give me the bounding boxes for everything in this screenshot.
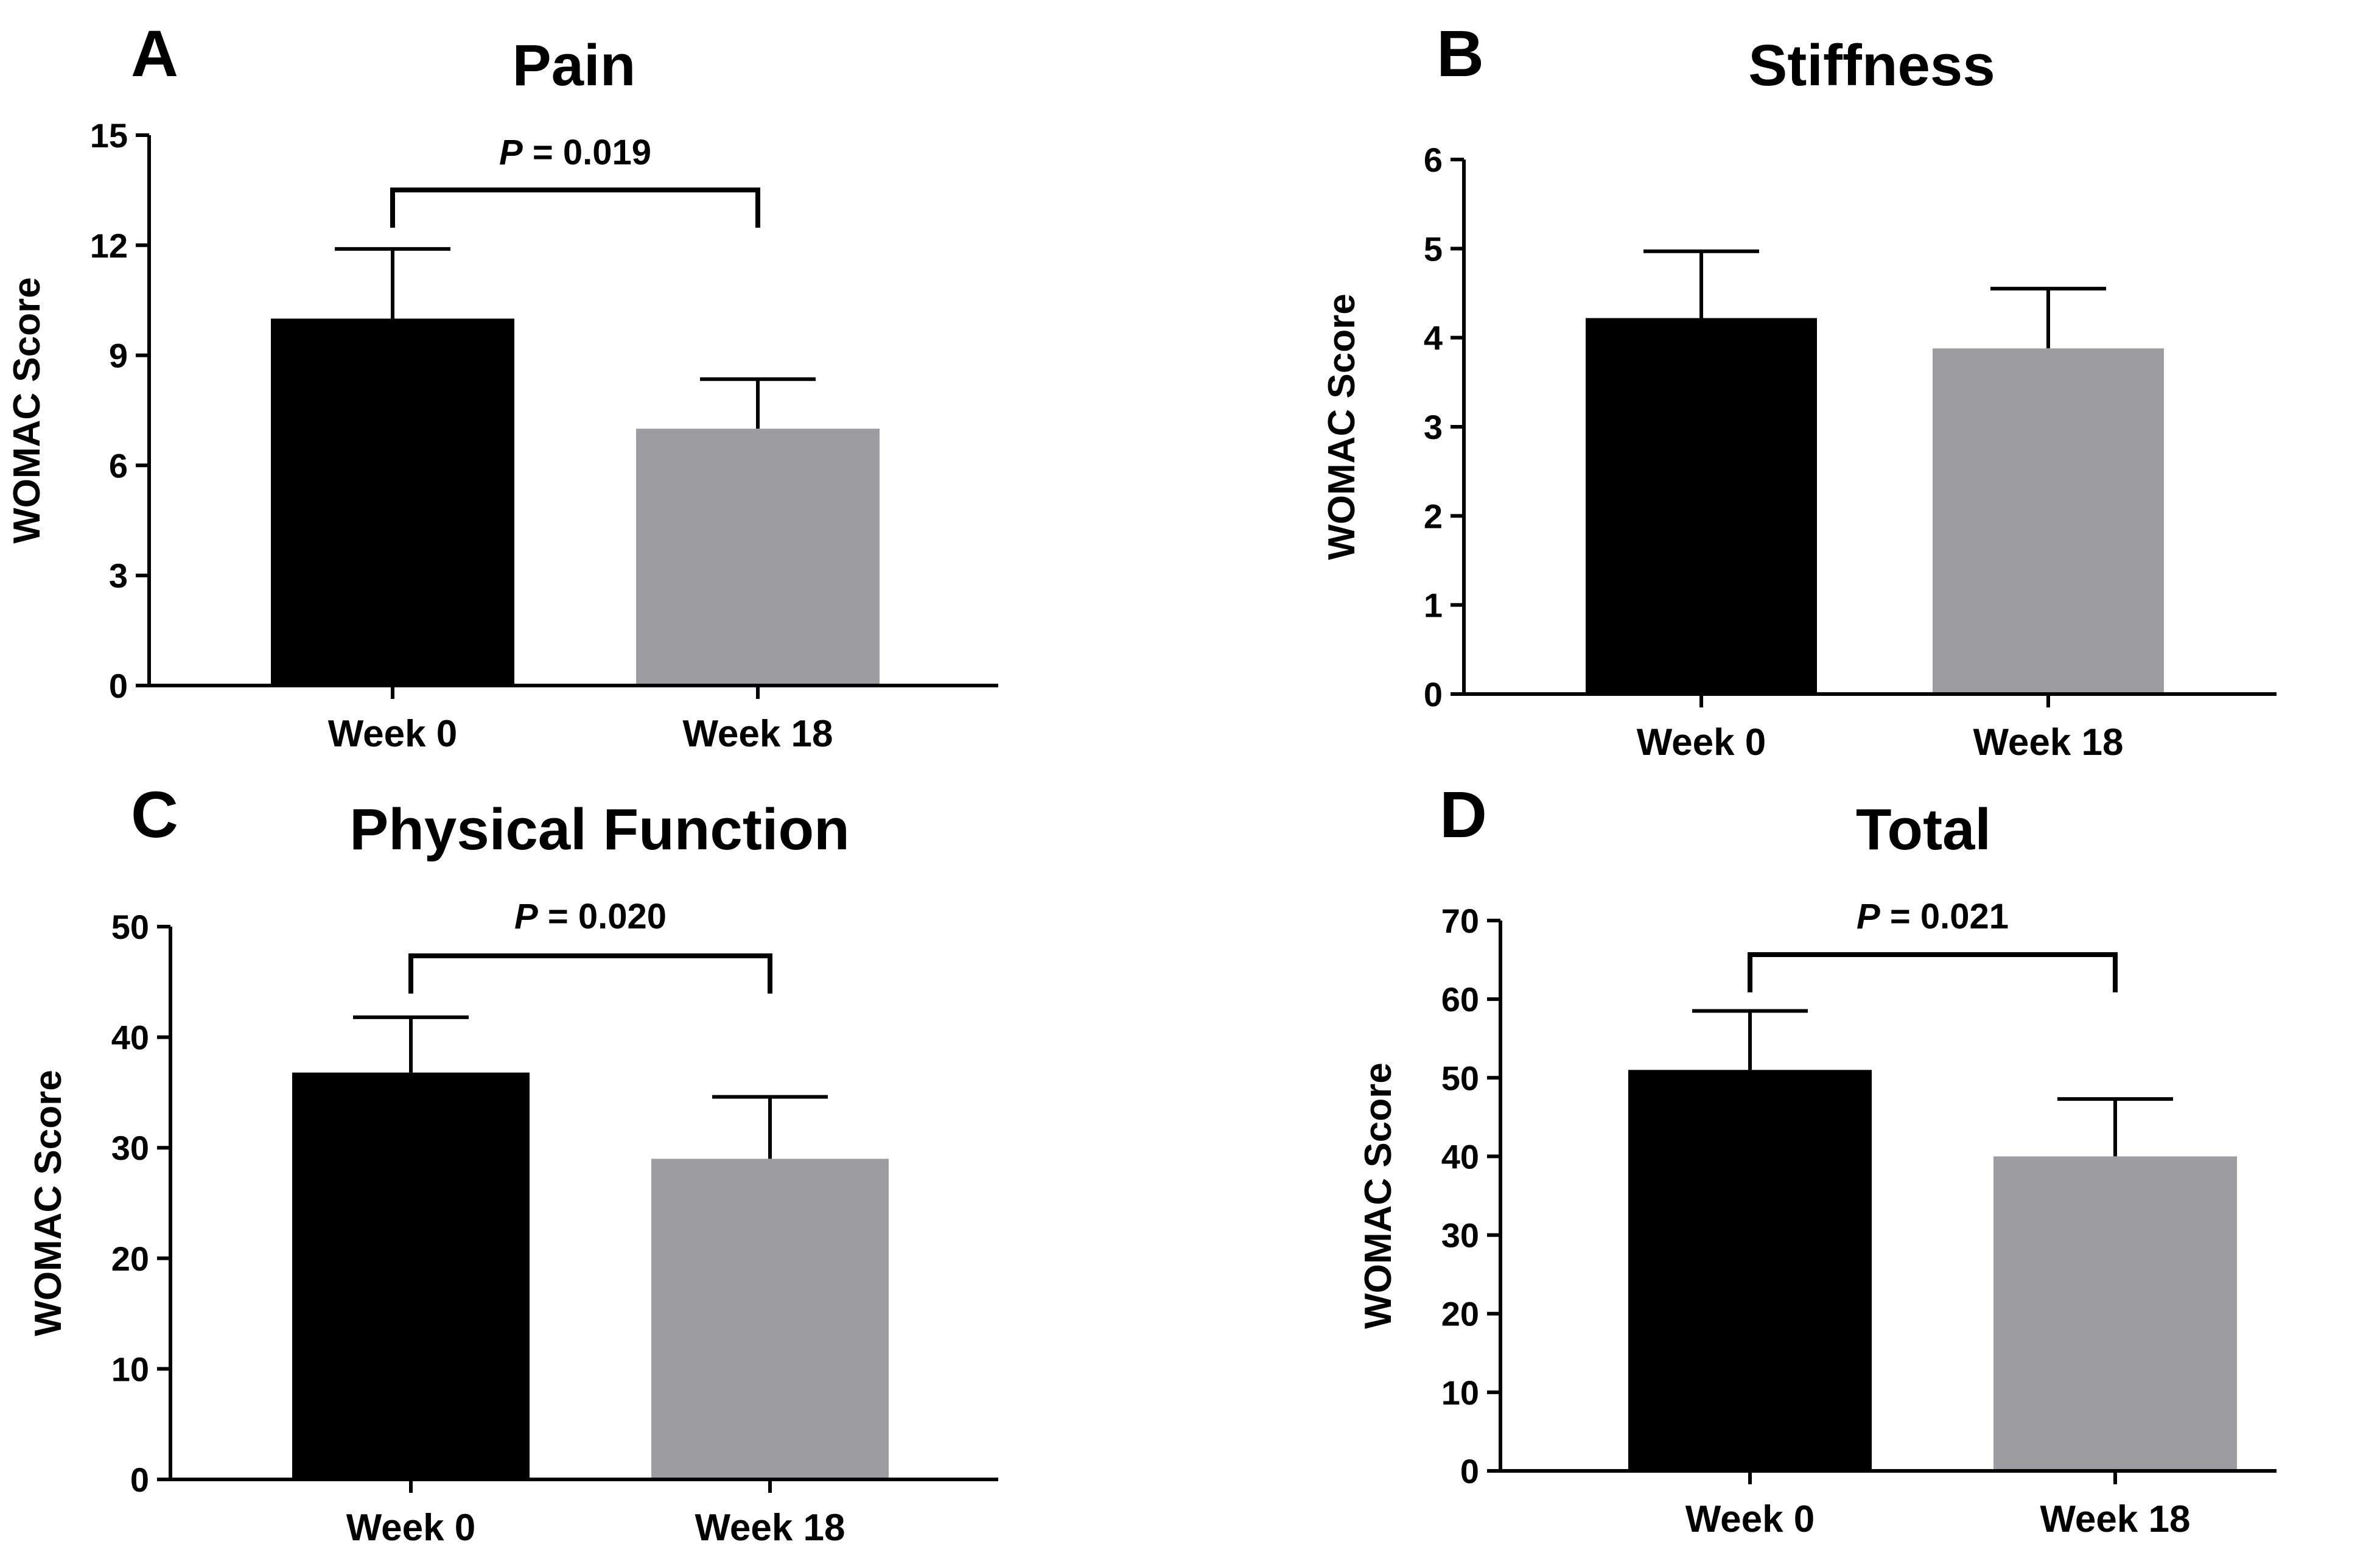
panel-letter: B bbox=[1437, 16, 1484, 90]
y-axis-label: WOMAC Score bbox=[27, 1070, 69, 1336]
y-tick-label: 0 bbox=[1460, 1452, 1479, 1490]
y-tick-label: 6 bbox=[109, 446, 128, 485]
y-tick-label: 50 bbox=[111, 908, 149, 946]
y-tick-label: 30 bbox=[1441, 1216, 1479, 1255]
bar bbox=[271, 318, 514, 686]
y-tick-label: 20 bbox=[1441, 1295, 1479, 1333]
y-tick-label: 0 bbox=[1424, 675, 1443, 714]
chart-title: Pain bbox=[513, 33, 636, 98]
y-tick-label: 40 bbox=[111, 1019, 149, 1057]
y-tick-label: 15 bbox=[90, 116, 128, 155]
significance-bracket bbox=[1748, 952, 2118, 992]
panel-a: A Pain WOMAC Score 0 3 6 9 12 15 Week 0 Week 18 P =… bbox=[6, 16, 998, 755]
x-tick-label: Week 18 bbox=[2040, 1498, 2190, 1540]
y-tick-label: 70 bbox=[1441, 902, 1479, 940]
y-tick-label: 0 bbox=[109, 667, 128, 705]
y-tick-label: 60 bbox=[1441, 980, 1479, 1019]
y-tick-label: 1 bbox=[1424, 586, 1443, 625]
p-symbol: P bbox=[1857, 897, 1880, 936]
y-axis-label: WOMAC Score bbox=[1357, 1062, 1399, 1328]
y-tick-label: 3 bbox=[1424, 408, 1443, 446]
x-tick-label: Week 0 bbox=[1637, 721, 1766, 763]
y-tick-label: 3 bbox=[109, 556, 128, 595]
bar bbox=[636, 429, 880, 686]
p-value-label: P = 0.021 bbox=[1857, 897, 2009, 936]
p-symbol: P bbox=[514, 897, 538, 936]
y-tick-label: 50 bbox=[1441, 1059, 1479, 1097]
panel-d: D Total WOMAC Score 0 10 20 30 40 50 60 70 Week 0 We… bbox=[1357, 777, 2277, 1540]
panel-letter: C bbox=[131, 777, 178, 851]
x-tick-label: Week 0 bbox=[1685, 1498, 1815, 1540]
y-tick-label: 9 bbox=[109, 337, 128, 375]
y-tick-label: 10 bbox=[1441, 1373, 1479, 1412]
y-axis-label: WOMAC Score bbox=[1321, 293, 1363, 560]
y-tick-label: 20 bbox=[111, 1240, 149, 1278]
significance-bracket bbox=[408, 953, 772, 994]
panel-b: B Stiffness WOMAC Score 0 1 2 3 4 5 6 Week 0 Week 1… bbox=[1321, 16, 2277, 763]
p-value: = 0.019 bbox=[523, 133, 651, 172]
x-tick-label: Week 18 bbox=[695, 1507, 845, 1549]
panel-letter: A bbox=[131, 16, 178, 90]
y-tick-label: 6 bbox=[1424, 141, 1443, 179]
p-symbol: P bbox=[499, 133, 523, 172]
bar bbox=[292, 1072, 530, 1479]
bar bbox=[1586, 318, 1817, 694]
bar bbox=[651, 1159, 889, 1479]
x-tick-label: Week 18 bbox=[682, 713, 833, 755]
y-tick-label: 12 bbox=[90, 226, 128, 265]
y-tick-label: 0 bbox=[130, 1461, 149, 1499]
bar bbox=[1933, 348, 2164, 694]
p-value-label: P = 0.020 bbox=[514, 897, 667, 936]
y-tick-label: 4 bbox=[1424, 319, 1443, 357]
x-tick-label: Week 0 bbox=[346, 1507, 476, 1549]
panel-letter: D bbox=[1440, 777, 1487, 851]
p-value-label: P = 0.019 bbox=[499, 133, 651, 172]
chart-title: Total bbox=[1856, 797, 1991, 862]
y-axis-label: WOMAC Score bbox=[6, 277, 48, 543]
x-tick-label: Week 18 bbox=[1973, 721, 2123, 763]
y-tick-label: 5 bbox=[1424, 230, 1443, 268]
y-tick-label: 30 bbox=[111, 1129, 149, 1167]
chart-title: Physical Function bbox=[349, 797, 849, 862]
chart-title: Stiffness bbox=[1748, 33, 1995, 98]
x-tick-label: Week 0 bbox=[328, 713, 458, 755]
y-tick-label: 40 bbox=[1441, 1137, 1479, 1176]
bar bbox=[1993, 1156, 2237, 1471]
y-tick-label: 10 bbox=[111, 1350, 149, 1388]
significance-bracket bbox=[390, 188, 760, 228]
y-tick-label: 2 bbox=[1424, 497, 1443, 535]
p-value: = 0.020 bbox=[538, 897, 667, 936]
panel-c: C Physical Function WOMAC Score 0 10 20 30 40 50… bbox=[27, 777, 998, 1549]
p-value: = 0.021 bbox=[1880, 897, 2009, 936]
bar bbox=[1628, 1070, 1872, 1471]
